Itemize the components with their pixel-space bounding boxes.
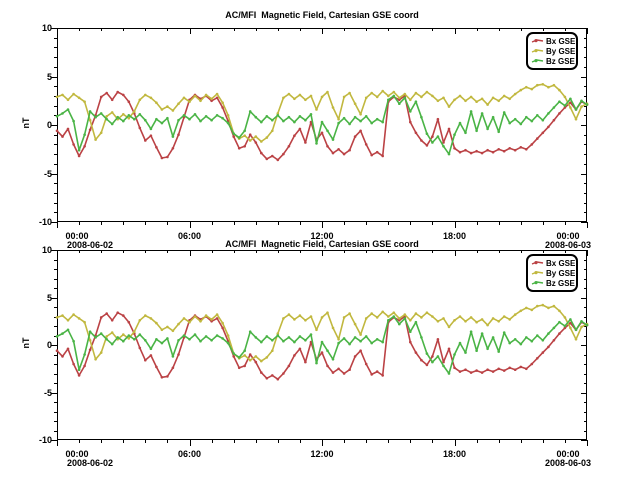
legend-entry-bx: Bx GSE [531,258,576,268]
y-axis-ticks [51,28,587,223]
y-tick-label: 5 [46,71,52,82]
y-tick-label: 5 [46,292,52,303]
legend-label-bx: Bx GSE [546,258,576,268]
x-tick-label: 00:00 [556,449,580,459]
y-tick-label: -10 [38,435,52,445]
x-tick-label: 00:00 [65,231,89,241]
by-line-marker-icon [531,49,544,53]
x-tick-label: 00:00 [556,231,580,241]
by-line-marker-icon [531,271,544,275]
x-date-label: 2008-06-02 [67,458,114,468]
y-tick-label: -10 [38,217,52,227]
x-tick-label: 06:00 [177,231,202,241]
chart-title-bottom: AC/MFI Magnetic Field, Cartesian GSE coo… [225,239,419,249]
legend-bottom: Bx GSE By GSE Bz GSE [526,254,578,292]
y-tick-label: -5 [43,387,52,398]
legend-label-bz: Bz GSE [546,278,575,288]
x-tick-label: 12:00 [310,449,334,459]
series-bx-gse [55,90,589,162]
x-tick-label: 12:00 [310,231,334,241]
series-bx-gse [55,311,589,381]
x-date-label: 2008-06-03 [545,240,592,250]
legend-label-bx: Bx GSE [546,36,576,46]
y-tick-label: 0 [46,120,52,130]
x-date-label: 2008-06-03 [545,458,592,468]
x-date-label: 2008-06-02 [67,240,114,250]
y-tick-label: 0 [46,340,52,350]
bx-line-marker-icon [531,39,544,43]
bz-line-marker-icon [531,59,544,63]
legend-entry-bx: Bx GSE [531,36,576,46]
legend-entry-bz: Bz GSE [531,278,575,288]
x-tick-label: 18:00 [442,231,467,241]
legend-top: Bx GSE By GSE Bz GSE [526,32,578,70]
y-tick-label: -5 [43,168,52,179]
y-axis-ticks [51,250,587,441]
legend-label-by: By GSE [546,46,576,56]
legend-label-by: By GSE [546,268,576,278]
legend-entry-by: By GSE [531,268,576,278]
y-tick-label: 10 [41,245,52,255]
x-tick-label: 00:00 [65,449,89,459]
series-bz-gse [55,315,589,375]
x-axis-ticks [57,250,588,446]
bz-line-marker-icon [531,281,544,285]
chart-title-top: AC/MFI Magnetic Field, Cartesian GSE coo… [225,10,419,20]
x-tick-label: 18:00 [442,449,467,459]
legend-entry-by: By GSE [531,46,576,56]
series-bz-gse [55,94,589,156]
x-axis-ticks [57,28,588,228]
legend-label-bz: Bz GSE [546,56,575,66]
y-tick-label: 10 [41,23,52,33]
bx-line-marker-icon [531,261,544,265]
legend-entry-bz: Bz GSE [531,56,575,66]
series-by-gse [55,303,589,363]
x-tick-label: 06:00 [177,449,202,459]
